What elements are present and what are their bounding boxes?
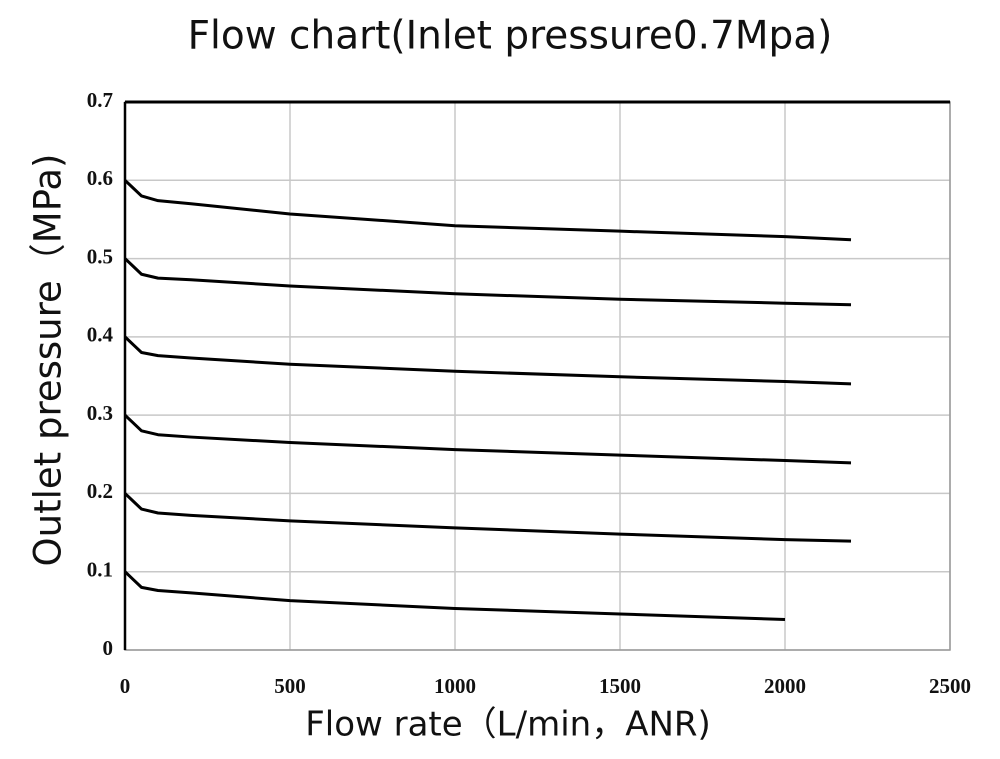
x-tick-label: 2000 <box>764 674 806 698</box>
y-tick-label: 0.5 <box>87 244 113 268</box>
series-line <box>123 179 852 242</box>
x-tick-label: 2500 <box>929 674 971 698</box>
y-axis-label: Outlet pressure（MPa) <box>27 154 70 567</box>
series-line <box>123 570 786 621</box>
x-tick-label: 1000 <box>434 674 476 698</box>
x-tick-label: 1500 <box>599 674 641 698</box>
series-line <box>123 257 852 307</box>
chart-title: Flow chart(Inlet pressure0.7Mpa) <box>188 14 833 59</box>
y-tick-label: 0.7 <box>87 88 113 112</box>
series-line <box>123 492 852 543</box>
y-tick-label: 0.3 <box>87 401 113 425</box>
y-tick-label: 0 <box>103 636 114 660</box>
y-tick-label: 0.1 <box>87 558 113 582</box>
x-tick-label: 500 <box>274 674 306 698</box>
plot-frame <box>124 101 951 651</box>
x-tick-label: 0 <box>120 674 131 698</box>
y-tick-label: 0.2 <box>87 479 113 503</box>
y-tick-label: 0.6 <box>87 166 113 190</box>
y-tick-label: 0.4 <box>87 323 114 347</box>
series-line <box>123 335 852 386</box>
series-line <box>123 414 852 465</box>
x-axis-label: Flow rate（L/min，ANR) <box>305 705 711 745</box>
